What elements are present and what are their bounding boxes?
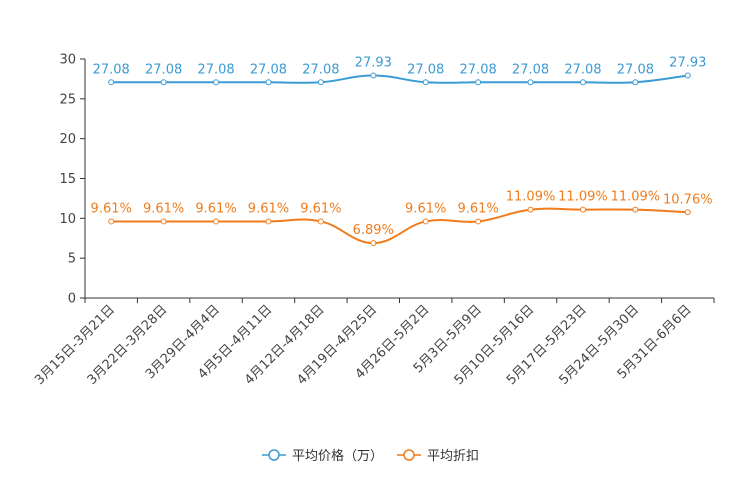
data-label: 6.89% — [353, 223, 394, 238]
data-label: 9.61% — [300, 201, 341, 216]
data-label: 27.08 — [460, 62, 497, 77]
data-label: 27.08 — [197, 62, 234, 77]
data-label: 27.08 — [512, 62, 549, 77]
data-point[interactable] — [265, 218, 272, 225]
data-point[interactable] — [579, 206, 586, 213]
y-tick-label: 5 — [68, 252, 76, 267]
data-label: 10.76% — [663, 192, 713, 207]
data-label: 27.08 — [407, 62, 444, 77]
data-label: 9.61% — [195, 201, 236, 216]
axes: 0510152025303月15日-3月21日3月22日-3月28日3月29日-… — [32, 53, 715, 388]
data-point[interactable] — [265, 79, 272, 86]
data-point[interactable] — [370, 240, 377, 247]
data-point[interactable] — [475, 79, 482, 86]
data-label: 27.08 — [302, 62, 339, 77]
data-point[interactable] — [160, 79, 167, 86]
y-tick-label: 15 — [59, 172, 76, 187]
data-point[interactable] — [684, 209, 691, 216]
legend-item-2[interactable]: 平均折扣 — [397, 449, 479, 464]
series-lines — [108, 72, 691, 247]
data-point[interactable] — [317, 218, 324, 225]
legend-label: 平均折扣 — [427, 449, 479, 464]
data-label: 27.08 — [617, 62, 654, 77]
data-label: 27.08 — [564, 62, 601, 77]
data-label: 27.08 — [93, 62, 130, 77]
data-point[interactable] — [527, 79, 534, 86]
data-labels: 27.08 27.08 27.08 27.08 27.08 27.93 27.08 27.08… — [91, 55, 713, 238]
legend-marker-icon — [403, 449, 415, 461]
data-label: 11.09% — [558, 190, 608, 205]
data-point[interactable] — [108, 79, 115, 86]
data-point[interactable] — [422, 218, 429, 225]
legend-item-1[interactable]: 平均价格（万） — [262, 448, 383, 464]
data-label: 27.08 — [145, 62, 182, 77]
data-point[interactable] — [579, 79, 586, 86]
data-point[interactable] — [632, 206, 639, 213]
data-point[interactable] — [632, 79, 639, 86]
y-tick-label: 0 — [68, 292, 76, 307]
data-point[interactable] — [160, 218, 167, 225]
data-label: 9.61% — [405, 201, 446, 216]
data-point[interactable] — [527, 206, 534, 213]
data-label: 9.61% — [143, 201, 184, 216]
data-point[interactable] — [475, 218, 482, 225]
data-point[interactable] — [422, 79, 429, 86]
y-tick-label: 10 — [59, 212, 76, 227]
y-tick-label: 25 — [59, 92, 76, 107]
data-label: 27.93 — [669, 55, 706, 70]
series-line-2 — [111, 207, 688, 245]
data-label: 9.61% — [91, 201, 132, 216]
data-point[interactable] — [213, 79, 220, 86]
legend-label: 平均价格（万） — [292, 448, 383, 464]
data-label: 9.61% — [248, 201, 289, 216]
legend[interactable]: 平均价格（万） 平均折扣 — [262, 448, 479, 464]
y-tick-label: 20 — [59, 132, 76, 147]
data-point[interactable] — [108, 218, 115, 225]
data-point[interactable] — [684, 72, 691, 79]
data-label: 27.08 — [250, 62, 287, 77]
data-label: 11.09% — [506, 190, 556, 205]
data-point[interactable] — [213, 218, 220, 225]
y-tick-label: 30 — [59, 53, 76, 68]
data-label: 9.61% — [457, 201, 498, 216]
data-label: 27.93 — [355, 55, 392, 70]
data-point[interactable] — [370, 72, 377, 79]
series-line-1 — [111, 74, 688, 84]
data-point[interactable] — [317, 79, 324, 86]
legend-marker-icon — [268, 449, 280, 461]
data-label: 11.09% — [611, 190, 661, 205]
